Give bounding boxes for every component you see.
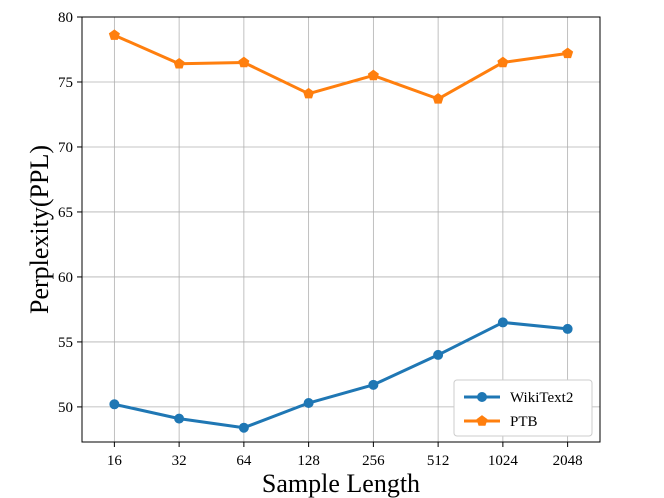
data-point-ptb-512 (432, 93, 444, 104)
grid-layer (82, 16, 600, 442)
legend-marker-wikitext2 (477, 392, 487, 402)
x-tick-label-64: 64 (236, 453, 252, 469)
data-point-ptb-128 (303, 87, 315, 99)
x-tick-label-16: 16 (107, 453, 123, 469)
plot-frame (81, 16, 601, 443)
x-tick-label-1024: 1024 (488, 453, 519, 469)
x-tick-label-32: 32 (172, 453, 187, 469)
data-point-ptb-32 (173, 57, 185, 69)
x-axis-title: Sample Length (262, 469, 420, 498)
x-tick-label-128: 128 (297, 453, 320, 469)
y-tick-label-75: 75 (58, 75, 73, 91)
data-point-wikitext2-256 (368, 379, 379, 390)
data-point-wikitext2-64 (238, 422, 249, 433)
legend-marker-ptb (476, 415, 488, 426)
y-axis-title: Perplexity(PPL) (25, 145, 54, 314)
data-point-ptb-256 (367, 69, 379, 81)
data-point-wikitext2-128 (303, 398, 314, 409)
data-point-wikitext2-1024 (497, 317, 508, 328)
y-tick-label-80: 80 (58, 10, 73, 26)
data-point-wikitext2-16 (109, 399, 120, 410)
x-tick-label-256: 256 (362, 453, 385, 469)
x-tick-label-2048: 2048 (553, 453, 583, 469)
y-tick-label-65: 65 (58, 205, 73, 221)
data-point-ptb-1024 (497, 56, 509, 68)
data-point-ptb-16 (108, 29, 120, 40)
data-point-wikitext2-32 (174, 413, 185, 424)
legend-label-ptb: PTB (510, 414, 538, 430)
x-tick-label-512: 512 (427, 453, 450, 469)
legend-label-wikitext2: WikiText2 (510, 390, 573, 406)
y-tick-label-55: 55 (58, 335, 73, 351)
series-ptb (108, 29, 574, 104)
data-point-ptb-2048 (562, 47, 574, 59)
data-point-wikitext2-2048 (562, 323, 573, 334)
data-point-ptb-64 (238, 56, 250, 68)
series-line-ptb (113, 33, 568, 101)
series-wikitext2 (109, 317, 573, 433)
tick-layer: 16 32 64 128 256 512 1024 2048 50 55 60 65 70 75 80 (58, 10, 583, 469)
series-layer (108, 29, 574, 433)
y-tick-label-60: 60 (58, 270, 73, 286)
legend: WikiText2 PTB (453, 379, 593, 437)
data-point-wikitext2-512 (433, 349, 444, 360)
y-tick-label-50: 50 (58, 400, 73, 416)
y-tick-label-70: 70 (58, 140, 73, 156)
series-line-wikitext2 (114, 320, 568, 430)
